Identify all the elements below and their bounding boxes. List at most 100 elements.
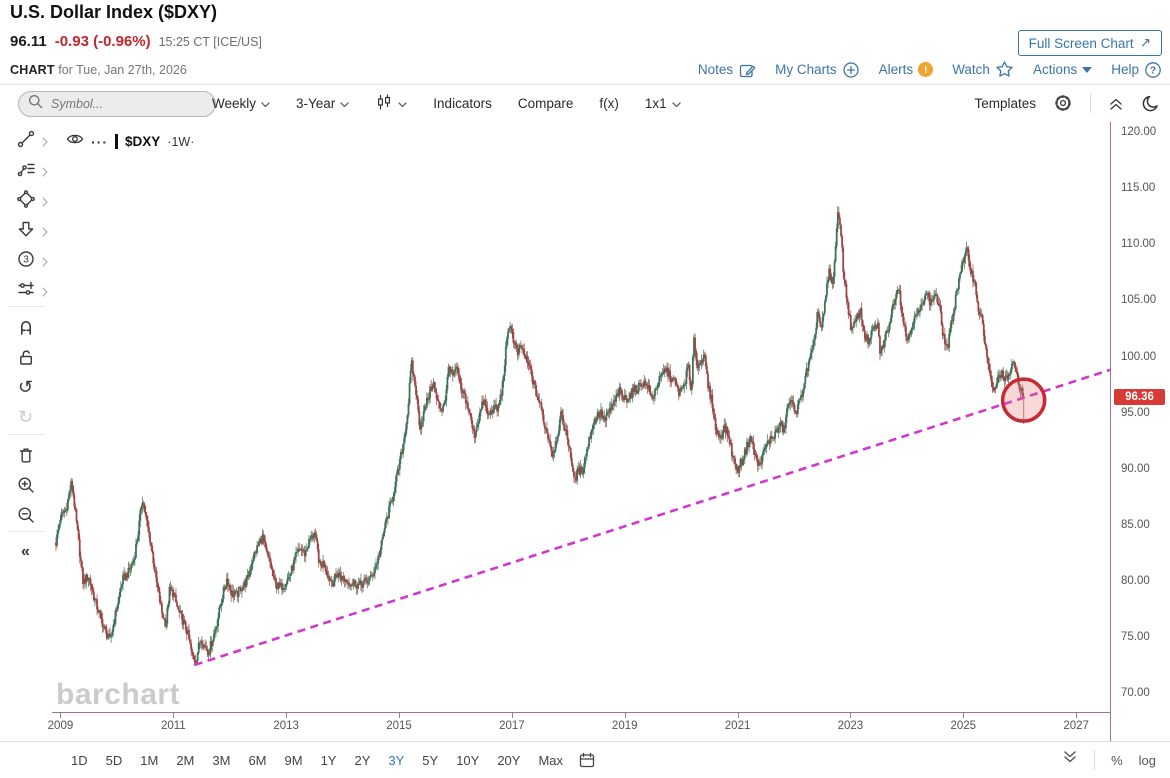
external-arrow-icon: ↗ bbox=[1139, 35, 1151, 50]
collapse-toolbar-button[interactable] bbox=[1108, 96, 1124, 111]
range-1d-button[interactable]: 1D bbox=[71, 752, 88, 768]
numbers-tool[interactable]: 3 bbox=[0, 244, 51, 274]
y-axis-label: 95.00 bbox=[1121, 406, 1150, 419]
price-axis[interactable]: 96.36 120.00 115.00 110.00 105.00 100.00 95.0… bbox=[1110, 122, 1170, 741]
notes-icon bbox=[738, 61, 756, 79]
range-label: 3-Year bbox=[296, 95, 336, 111]
x-axis-tick bbox=[286, 713, 288, 718]
range-6m-button[interactable]: 6M bbox=[248, 752, 267, 768]
period-label: Weekly bbox=[212, 95, 257, 111]
collapse-panel-button[interactable] bbox=[1062, 750, 1078, 770]
notes-link[interactable]: Notes bbox=[698, 61, 756, 79]
symbol-search[interactable] bbox=[18, 91, 216, 117]
trendline-tool[interactable] bbox=[0, 124, 51, 154]
indicators-button[interactable]: Indicators bbox=[433, 96, 492, 111]
watch-link[interactable]: Watch bbox=[952, 60, 1014, 79]
range-20y-button[interactable]: 20Y bbox=[497, 752, 521, 768]
dark-mode-toggle[interactable] bbox=[1141, 94, 1160, 113]
header-divider bbox=[0, 84, 1170, 85]
zoom-out-tool[interactable] bbox=[0, 500, 51, 530]
chevron-down-icon bbox=[261, 96, 270, 111]
y-axis-label: 105.00 bbox=[1121, 294, 1157, 307]
range-max-button[interactable]: Max bbox=[538, 752, 564, 768]
range-2m-button[interactable]: 2M bbox=[176, 752, 195, 768]
annotations-tool[interactable] bbox=[0, 154, 51, 184]
range-3m-button[interactable]: 3M bbox=[212, 752, 231, 768]
range-3y-button[interactable]: 3Y bbox=[388, 752, 405, 768]
x-axis-label: 2021 bbox=[724, 720, 751, 732]
eye-icon[interactable] bbox=[66, 132, 84, 151]
x-axis-label: 2023 bbox=[837, 720, 864, 732]
range-1y-button[interactable]: 1Y bbox=[320, 752, 337, 768]
log-scale-button[interactable]: log bbox=[1138, 752, 1156, 768]
circle-plus-icon bbox=[842, 61, 860, 79]
toolbar-divider bbox=[1090, 93, 1091, 113]
y-axis-label: 70.00 bbox=[1121, 687, 1150, 700]
undo-button[interactable]: ↺ bbox=[17, 377, 34, 397]
compare-button[interactable]: Compare bbox=[518, 96, 574, 111]
actions-link[interactable]: Actions bbox=[1033, 62, 1093, 77]
chart-plot-area[interactable]: ··· $DXY ·1W· barchart bbox=[52, 122, 1110, 712]
x-axis-tick bbox=[624, 713, 626, 718]
range-1m-button[interactable]: 1M bbox=[140, 752, 159, 768]
range-5y-button[interactable]: 5Y bbox=[422, 752, 439, 768]
x-axis-tick bbox=[1076, 713, 1078, 718]
templates-button[interactable]: Templates bbox=[974, 96, 1036, 111]
svg-text:?: ? bbox=[1150, 65, 1156, 76]
shapes-tool[interactable] bbox=[0, 184, 51, 214]
range-select[interactable]: 3-Year bbox=[296, 96, 349, 111]
chart-type-select[interactable] bbox=[375, 93, 407, 114]
unlock-tool[interactable] bbox=[0, 342, 51, 372]
arrows-tool[interactable] bbox=[0, 214, 51, 244]
help-icon: ? bbox=[1144, 61, 1162, 79]
layout-label: 1x1 bbox=[644, 95, 667, 111]
fx-label: f(x) bbox=[599, 95, 619, 111]
period-select[interactable]: Weekly bbox=[212, 96, 270, 111]
my-charts-link[interactable]: My Charts bbox=[775, 61, 860, 79]
calendar-icon[interactable] bbox=[578, 751, 596, 769]
magnet-tool[interactable] bbox=[0, 312, 51, 342]
submenu-chevron-icon bbox=[42, 164, 48, 182]
quote-time: 15:25 CT [ICE/US] bbox=[158, 35, 262, 49]
full-screen-chart-button[interactable]: Full Screen Chart ↗ bbox=[1017, 30, 1162, 56]
last-price: 96.11 bbox=[10, 33, 47, 50]
y-axis-label: 90.00 bbox=[1121, 462, 1150, 475]
legend-more-icon[interactable]: ··· bbox=[91, 133, 108, 150]
indicators-label: Indicators bbox=[433, 95, 492, 111]
x-axis-label: 2009 bbox=[47, 720, 74, 732]
settings-gear-button[interactable] bbox=[1053, 93, 1073, 113]
y-axis-label: 110.00 bbox=[1121, 238, 1156, 251]
candlestick-chart-canvas[interactable] bbox=[52, 122, 1110, 712]
x-axis-tick bbox=[963, 713, 965, 718]
x-axis-tick bbox=[511, 713, 513, 718]
svg-text:3: 3 bbox=[23, 255, 29, 266]
range-5d-button[interactable]: 5D bbox=[105, 752, 123, 768]
collapse-sidebar-button[interactable]: « bbox=[21, 543, 30, 560]
chart-legend: ··· $DXY ·1W· bbox=[66, 132, 194, 151]
link-label: Notes bbox=[697, 62, 734, 77]
layout-select[interactable]: 1x1 bbox=[645, 96, 681, 111]
delete-tool[interactable] bbox=[0, 440, 51, 470]
chart-for-row: CHART for Tue, Jan 27th, 2026 bbox=[10, 63, 187, 77]
redo-button[interactable]: ↻ bbox=[17, 407, 34, 427]
x-axis-label: 2025 bbox=[950, 720, 977, 732]
chevron-down-icon bbox=[398, 96, 407, 111]
time-axis[interactable]: 2009 2011 2013 2015 2017 2019 2021 2023 2025 2027 bbox=[48, 712, 1110, 742]
page-title: U.S. Dollar Index ($DXY) bbox=[10, 2, 218, 22]
star-icon bbox=[995, 60, 1014, 79]
symbol-search-input[interactable] bbox=[49, 96, 183, 112]
x-axis-label: 2013 bbox=[273, 720, 299, 732]
alerts-link[interactable]: Alerts! bbox=[879, 62, 934, 77]
drawing-tools-sidebar: 3 ↺ ↻ « bbox=[0, 122, 53, 712]
zoom-in-tool[interactable] bbox=[0, 470, 51, 500]
range-10y-button[interactable]: 10Y bbox=[456, 752, 480, 768]
chart-label: CHART bbox=[10, 63, 55, 77]
range-2y-button[interactable]: 2Y bbox=[354, 752, 371, 768]
price-change: -0.93 (-0.96%) bbox=[54, 33, 151, 50]
help-link[interactable]: Help? bbox=[1111, 61, 1162, 79]
fx-button[interactable]: f(x) bbox=[599, 96, 619, 111]
percent-scale-button[interactable]: % bbox=[1111, 752, 1123, 768]
chart-settings-tool[interactable] bbox=[0, 274, 51, 304]
range-9m-button[interactable]: 9M bbox=[284, 752, 303, 768]
